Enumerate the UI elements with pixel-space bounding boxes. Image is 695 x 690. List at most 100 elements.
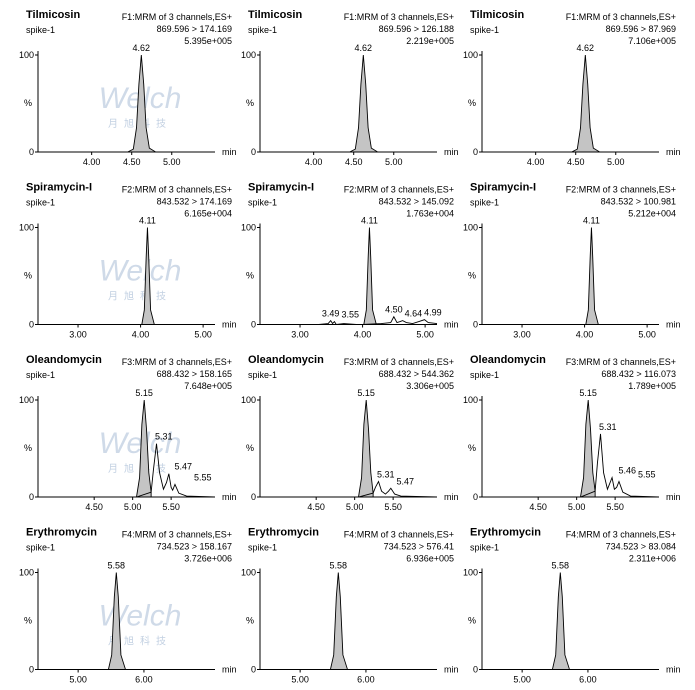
y-tick-label: 100 [241, 568, 256, 578]
y-tick-label: 0 [29, 492, 34, 502]
x-tick-label: 6.00 [357, 675, 375, 685]
x-tick-label: 4.50 [345, 157, 363, 167]
peak-label: 5.58 [552, 561, 570, 571]
subtitle: spike-1 [470, 370, 499, 380]
peak-label: 5.55 [194, 472, 212, 482]
subtitle: spike-1 [248, 543, 277, 553]
function: F1:MRM of 3 channels,ES+ [566, 12, 676, 22]
peak-label: 4.62 [133, 43, 151, 53]
peak-area [579, 399, 596, 498]
intensity: 5.212e+004 [628, 209, 676, 219]
x-tick-label: 5.00 [568, 502, 586, 512]
x-tick-label: 5.00 [607, 157, 625, 167]
x-axis-label: min [444, 147, 459, 157]
peak-label: 4.62 [355, 43, 373, 53]
function: F2:MRM of 3 channels,ES+ [344, 185, 454, 195]
x-axis-label: min [666, 665, 681, 675]
transition: 869.596 > 126.188 [379, 24, 454, 34]
transition: 869.596 > 174.169 [157, 24, 232, 34]
peak-label: 5.47 [396, 476, 414, 486]
subtitle: spike-1 [248, 25, 277, 35]
y-axis-label: % [468, 271, 476, 281]
x-tick-label: 4.00 [305, 157, 323, 167]
peak-label: 5.58 [108, 561, 126, 571]
intensity: 1.789e+005 [628, 381, 676, 391]
x-tick-label: 5.50 [606, 502, 624, 512]
x-tick-label: 5.00 [124, 502, 142, 512]
x-tick-label: 4.00 [576, 330, 594, 340]
peak-area [127, 54, 158, 153]
y-axis-label: % [24, 271, 32, 281]
y-tick-label: 100 [463, 395, 478, 405]
intensity: 7.648e+005 [184, 381, 232, 391]
transition: 688.432 > 116.073 [601, 369, 676, 379]
peak-area [551, 572, 571, 670]
y-axis-label: % [246, 616, 254, 626]
peak-area [135, 399, 152, 498]
peak-label: 5.58 [330, 561, 348, 571]
y-tick-label: 100 [463, 50, 478, 60]
trace-line [38, 443, 216, 498]
x-tick-label: 4.00 [354, 330, 372, 340]
function: F3:MRM of 3 channels,ES+ [122, 357, 232, 367]
x-axis-label: min [444, 492, 459, 502]
peak-label: 4.11 [583, 216, 600, 226]
subtitle: spike-1 [26, 370, 55, 380]
intensity: 5.395e+005 [184, 36, 232, 46]
peak-label: 3.49 [322, 309, 340, 319]
peak-label: 5.31 [155, 432, 173, 442]
intensity: 6.165e+004 [184, 209, 232, 219]
x-tick-label: 5.00 [346, 502, 364, 512]
watermark-text: 月旭科技 [108, 290, 172, 303]
function: F4:MRM of 3 channels,ES+ [122, 530, 232, 540]
y-axis-label: % [246, 98, 254, 108]
peak-area [141, 227, 155, 325]
watermark-logo: Welch [99, 427, 182, 460]
y-tick-label: 0 [473, 147, 478, 157]
x-tick-label: 5.00 [513, 675, 531, 685]
x-tick-label: 5.50 [384, 502, 402, 512]
transition: 734.523 > 83.084 [606, 542, 676, 552]
peak-label: 5.15 [135, 388, 153, 398]
y-tick-label: 0 [251, 492, 256, 502]
x-axis-label: min [666, 492, 681, 502]
peak-label: 4.11 [361, 216, 378, 226]
x-axis-label: min [222, 665, 237, 675]
transition: 734.523 > 576.41 [384, 542, 454, 552]
y-tick-label: 100 [463, 223, 478, 233]
peak-area [107, 572, 127, 670]
intensity: 2.311e+006 [629, 554, 676, 564]
x-tick-label: 5.00 [291, 675, 309, 685]
y-tick-label: 100 [19, 568, 34, 578]
y-tick-label: 100 [19, 223, 34, 233]
peak-area [571, 54, 602, 153]
y-tick-label: 100 [19, 395, 34, 405]
transition: 843.532 > 174.169 [157, 197, 232, 207]
intensity: 3.726e+006 [184, 554, 232, 564]
watermark-logo: Welch [99, 600, 182, 633]
subtitle: spike-1 [26, 198, 55, 208]
chart-title: Spiramycin-I [470, 182, 536, 194]
x-tick-label: 4.50 [567, 157, 585, 167]
peak-label: 3.55 [341, 310, 359, 320]
peak-label: 4.50 [385, 305, 403, 315]
x-tick-label: 3.00 [291, 330, 309, 340]
peak-label: 5.15 [357, 388, 375, 398]
peak-label: 5.31 [377, 469, 395, 479]
function: F1:MRM of 3 channels,ES+ [122, 12, 232, 22]
y-axis-label: % [24, 98, 32, 108]
x-tick-label: 5.00 [416, 330, 434, 340]
x-tick-label: 5.00 [163, 157, 181, 167]
y-axis-label: % [468, 98, 476, 108]
transition: 688.432 > 544.362 [379, 369, 454, 379]
intensity: 1.763e+004 [406, 209, 454, 219]
peak-label: 5.46 [618, 466, 636, 476]
peak-area [585, 227, 599, 325]
trace-line [482, 433, 660, 498]
chart-title: Oleandomycin [470, 354, 546, 366]
y-tick-label: 0 [29, 665, 34, 675]
y-axis-label: % [468, 443, 476, 453]
x-axis-label: min [666, 320, 681, 330]
